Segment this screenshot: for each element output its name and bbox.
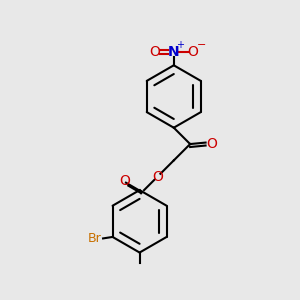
Text: Br: Br xyxy=(87,232,101,245)
Text: +: + xyxy=(176,40,184,50)
Text: −: − xyxy=(197,40,206,50)
Text: O: O xyxy=(119,174,130,188)
Text: N: N xyxy=(168,45,180,59)
Text: O: O xyxy=(152,170,163,184)
Text: O: O xyxy=(188,45,199,59)
Text: O: O xyxy=(206,137,217,151)
Text: O: O xyxy=(149,45,160,59)
